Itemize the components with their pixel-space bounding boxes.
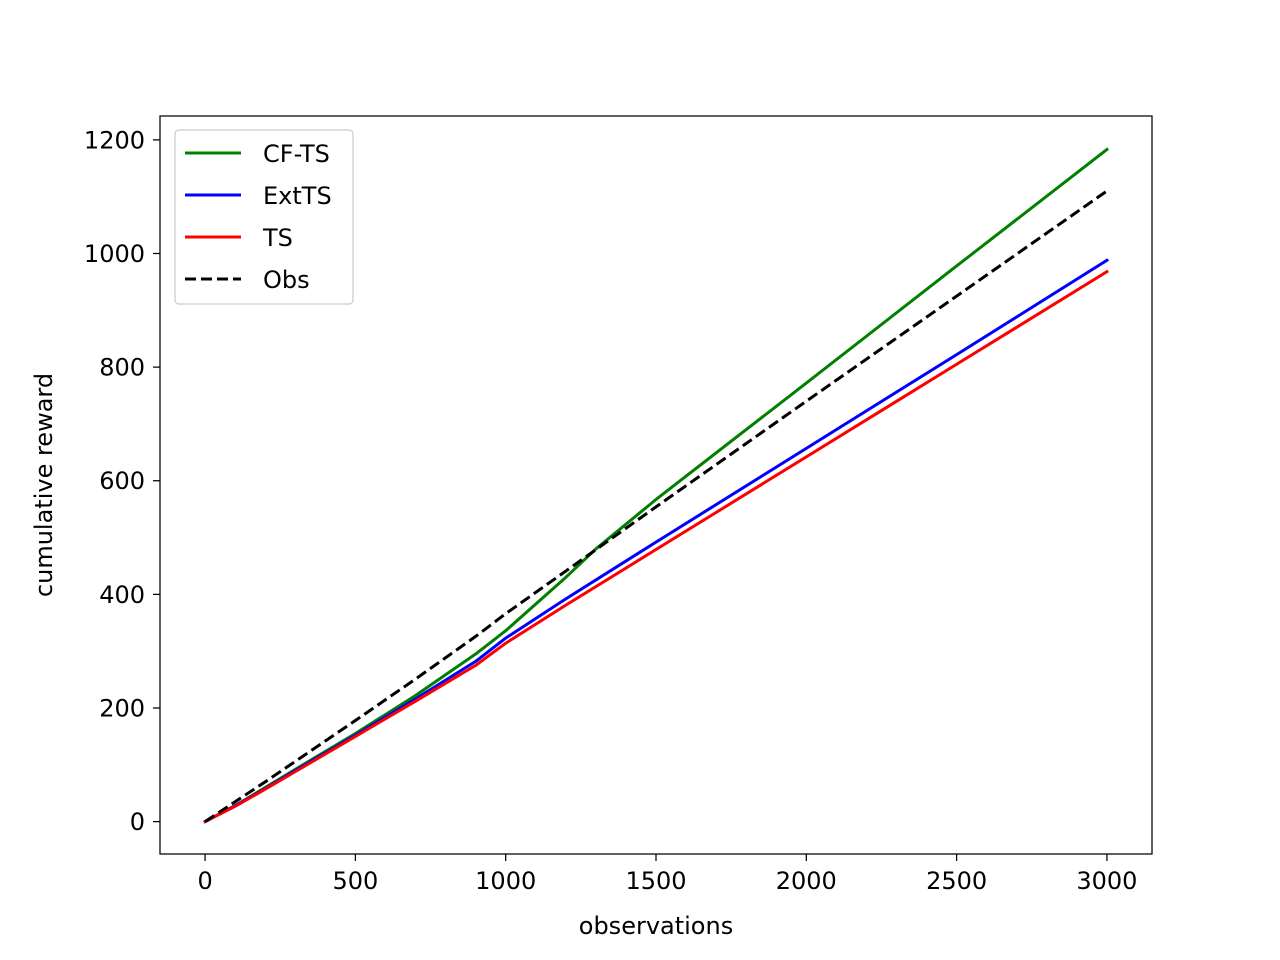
y-tick-label: 200 [99,694,145,722]
x-axis-label: observations [579,912,733,940]
x-tick-label: 500 [332,867,378,895]
series-line-ts [203,269,1109,824]
x-axis-ticks: 0 500 1000 1500 2000 2500 3000 [197,854,1137,895]
y-axis-ticks: 0 200 400 600 800 1000 1200 [84,126,160,836]
y-tick-label: 600 [99,467,145,495]
y-tick-label: 0 [130,808,145,836]
y-axis-label: cumulative reward [30,373,58,597]
y-tick-label: 400 [99,581,145,609]
legend-box [174,129,354,305]
x-tick-label: 0 [197,867,212,895]
series-layer [203,147,1110,824]
x-tick-label: 2000 [776,867,837,895]
x-tick-label: 2500 [926,867,987,895]
y-tick-label: 800 [99,354,145,382]
legend-label: Obs [263,266,310,294]
legend: CF-TS ExtTS TS Obs [174,129,354,305]
legend-label: CF-TS [263,140,330,168]
x-tick-label: 1000 [475,867,536,895]
y-tick-label: 1200 [84,126,145,154]
x-tick-label: 1500 [625,867,686,895]
legend-label: ExtTS [263,182,332,210]
x-tick-label: 3000 [1076,867,1137,895]
y-tick-label: 1000 [84,240,145,268]
series-line-obs [204,189,1108,823]
legend-label: TS [262,224,293,252]
